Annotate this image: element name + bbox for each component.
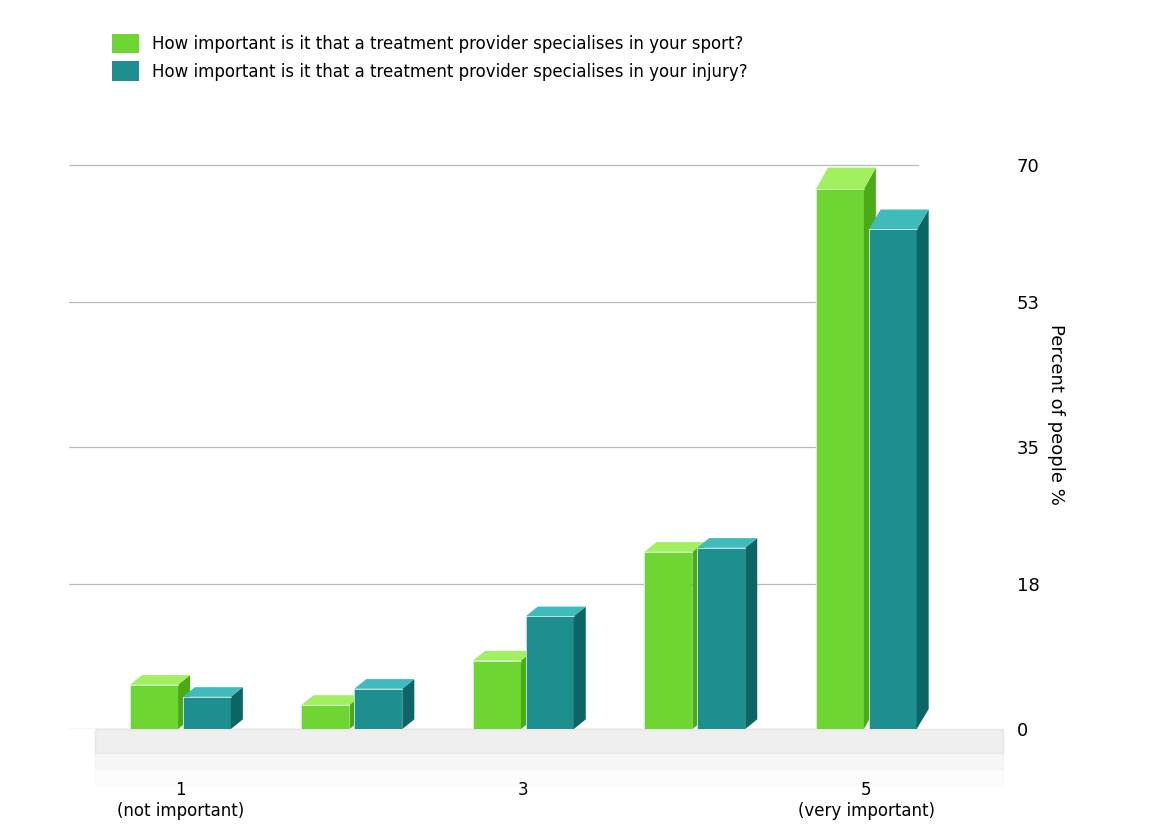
Polygon shape [354,679,414,689]
Text: 3: 3 [518,781,529,799]
Polygon shape [183,697,231,729]
Polygon shape [745,538,757,729]
Polygon shape [231,687,243,729]
Polygon shape [473,660,521,729]
Polygon shape [815,168,876,189]
Polygon shape [526,616,574,729]
Polygon shape [301,696,361,705]
Polygon shape [130,685,178,729]
Polygon shape [402,679,414,729]
Polygon shape [868,230,917,729]
Polygon shape [354,689,402,729]
Polygon shape [183,687,243,697]
Legend: How important is it that a treatment provider specialises in your sport?, How im: How important is it that a treatment pro… [106,27,754,87]
Y-axis label: Percent of people %: Percent of people % [1046,324,1065,505]
Polygon shape [697,548,745,729]
Polygon shape [521,651,532,729]
Polygon shape [301,705,350,729]
Polygon shape [350,696,361,729]
Polygon shape [574,607,585,729]
Polygon shape [692,542,705,729]
Polygon shape [473,651,532,660]
Polygon shape [697,538,757,548]
Polygon shape [917,210,929,729]
Polygon shape [644,542,705,551]
Polygon shape [526,607,585,616]
Polygon shape [178,675,190,729]
Text: 1
(not important): 1 (not important) [117,781,244,820]
Text: 5
(very important): 5 (very important) [798,781,935,820]
Polygon shape [815,189,864,729]
Polygon shape [868,210,929,230]
Polygon shape [644,551,692,729]
Polygon shape [130,675,190,685]
Polygon shape [864,168,876,729]
